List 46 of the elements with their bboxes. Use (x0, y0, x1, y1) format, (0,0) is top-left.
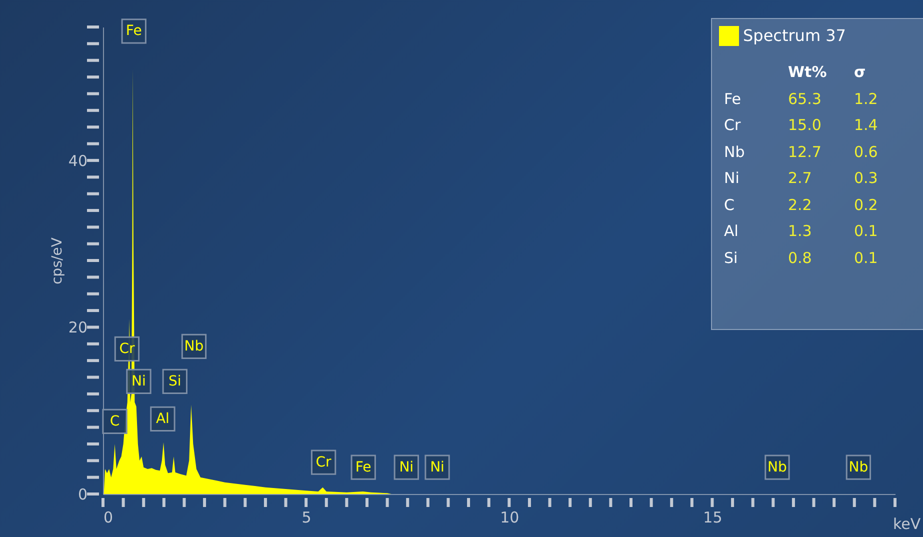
annotation: Ni (430, 459, 444, 476)
annotation: Wt% (788, 63, 827, 81)
annotation: 0.1 (854, 248, 878, 266)
annotation: 1.4 (854, 116, 878, 134)
annotation: σ (854, 63, 866, 81)
annotation: 1.3 (788, 222, 812, 240)
annotation: Fe (126, 23, 142, 40)
y-tick-label: 0 (78, 486, 88, 504)
annotation: 1.2 (854, 90, 878, 108)
annotation: Al (724, 222, 738, 240)
annotation: 65.3 (788, 90, 822, 108)
annotation: Al (156, 410, 170, 427)
legend-label: Spectrum 37 (743, 26, 846, 45)
annotation: Ni (399, 459, 414, 476)
annotation: Cr (724, 116, 741, 134)
y-axis-title: cps/eV (49, 237, 66, 284)
annotation: Nb (848, 459, 868, 476)
annotation: C (110, 413, 120, 430)
x-axis-title: keV (893, 515, 921, 533)
annotation: Fe (355, 459, 372, 476)
y-tick-label: 20 (68, 318, 88, 337)
annotation: Ni (132, 373, 146, 390)
x-tick-label: 5 (302, 508, 312, 526)
annotation: 0.3 (854, 169, 878, 187)
annotation: Si (724, 248, 738, 266)
annotation: Cr (119, 340, 135, 357)
y-tick-label: 40 (68, 152, 88, 170)
annotation: 0.1 (854, 222, 878, 240)
annotation: Nb (184, 338, 204, 354)
x-tick-label: 15 (703, 508, 722, 526)
annotation: Nb (724, 142, 745, 160)
annotation: 0.8 (788, 248, 812, 266)
x-tick-label: 0 (104, 508, 114, 526)
annotation: Ni (724, 169, 740, 187)
annotation: 0.2 (854, 196, 878, 214)
annotation: C (724, 196, 734, 214)
annotation: Si (168, 373, 182, 390)
x-tick-label: 10 (500, 508, 520, 526)
annotation: 15.0 (788, 116, 822, 134)
annotation: 2.7 (788, 169, 812, 187)
annotation: 0.6 (854, 142, 878, 160)
annotation: Fe (724, 90, 742, 108)
annotation: 2.2 (788, 196, 812, 214)
annotation: Nb (768, 459, 788, 476)
annotation: 12.7 (788, 142, 822, 160)
annotation: Cr (316, 454, 332, 470)
